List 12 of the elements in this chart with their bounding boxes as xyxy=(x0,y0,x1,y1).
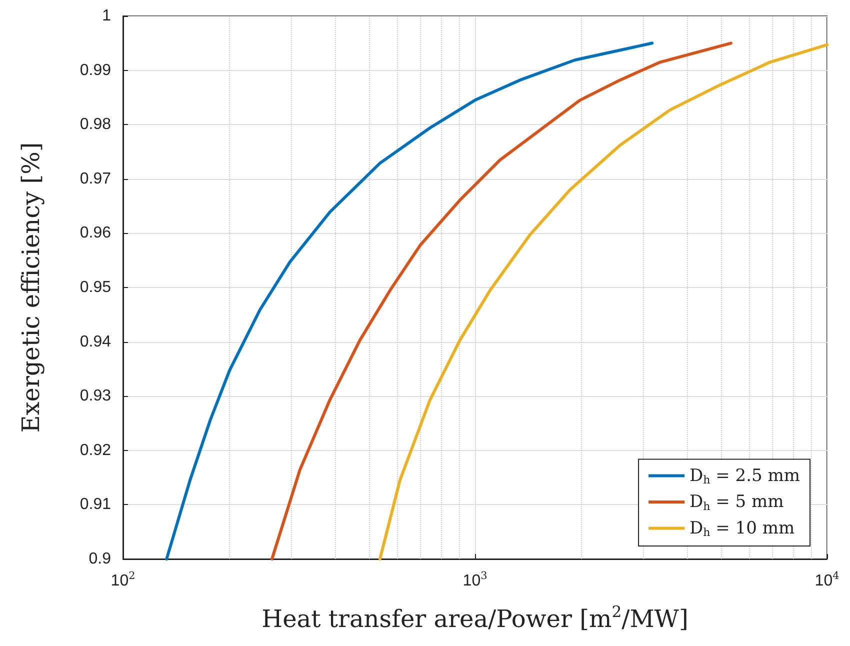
y-tick-label: 0.99 xyxy=(80,62,112,79)
y-tick-label: 0.95 xyxy=(80,279,112,296)
y-tick-label: 0.93 xyxy=(80,388,112,405)
y-axis-title: Exergetic efficiency [%] xyxy=(17,142,45,433)
y-tick-label: 0.94 xyxy=(80,333,112,350)
y-tick-label: 0.91 xyxy=(80,496,112,514)
y-tick-label: 0.98 xyxy=(80,116,112,134)
y-tick-label: 0.92 xyxy=(80,442,112,459)
y-tick-label: 0.96 xyxy=(80,224,112,242)
y-tick-label: 0.97 xyxy=(80,170,112,188)
y-tick-label: 0.9 xyxy=(88,550,112,568)
y-tick-label: 1 xyxy=(102,8,112,24)
